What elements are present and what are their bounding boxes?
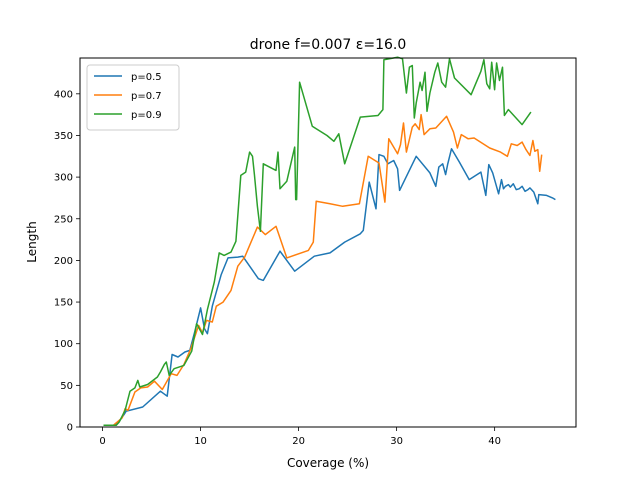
plot-frame <box>79 57 577 428</box>
x-tick-label: 0 <box>99 436 105 447</box>
y-tick-label: 150 <box>54 298 73 309</box>
y-tick-label: 100 <box>54 339 73 350</box>
x-tick-label: 30 <box>390 436 403 447</box>
plot-lines <box>103 56 556 427</box>
y-tick-label: 200 <box>54 256 73 267</box>
y-axis-ticks: 0 50 100 150 200 250 300 350 400 <box>54 89 80 434</box>
y-tick-label: 50 <box>60 381 73 392</box>
y-tick-label: 300 <box>54 173 73 184</box>
chart-title: drone f=0.007 ε=16.0 <box>250 37 407 53</box>
x-tick-label: 20 <box>292 436 305 447</box>
x-tick-label: 10 <box>194 436 207 447</box>
x-axis-label: Coverage (%) <box>287 456 369 470</box>
series-line-1 <box>103 113 543 427</box>
legend-label-0: p=0.5 <box>131 72 162 83</box>
y-tick-label: 350 <box>54 131 73 142</box>
legend: p=0.5 p=0.7 p=0.9 <box>86 64 180 131</box>
legend-label-2: p=0.9 <box>131 110 162 121</box>
series-line-2 <box>103 56 532 427</box>
y-tick-label: 250 <box>54 214 73 225</box>
y-tick-label: 0 <box>67 423 73 434</box>
legend-label-1: p=0.7 <box>131 91 162 102</box>
x-axis-ticks: 0 10 20 30 40 <box>99 427 501 447</box>
y-tick-label: 400 <box>54 89 73 100</box>
x-tick-label: 40 <box>488 436 501 447</box>
series-line-0 <box>103 148 556 427</box>
y-axis-label: Length <box>25 221 39 262</box>
